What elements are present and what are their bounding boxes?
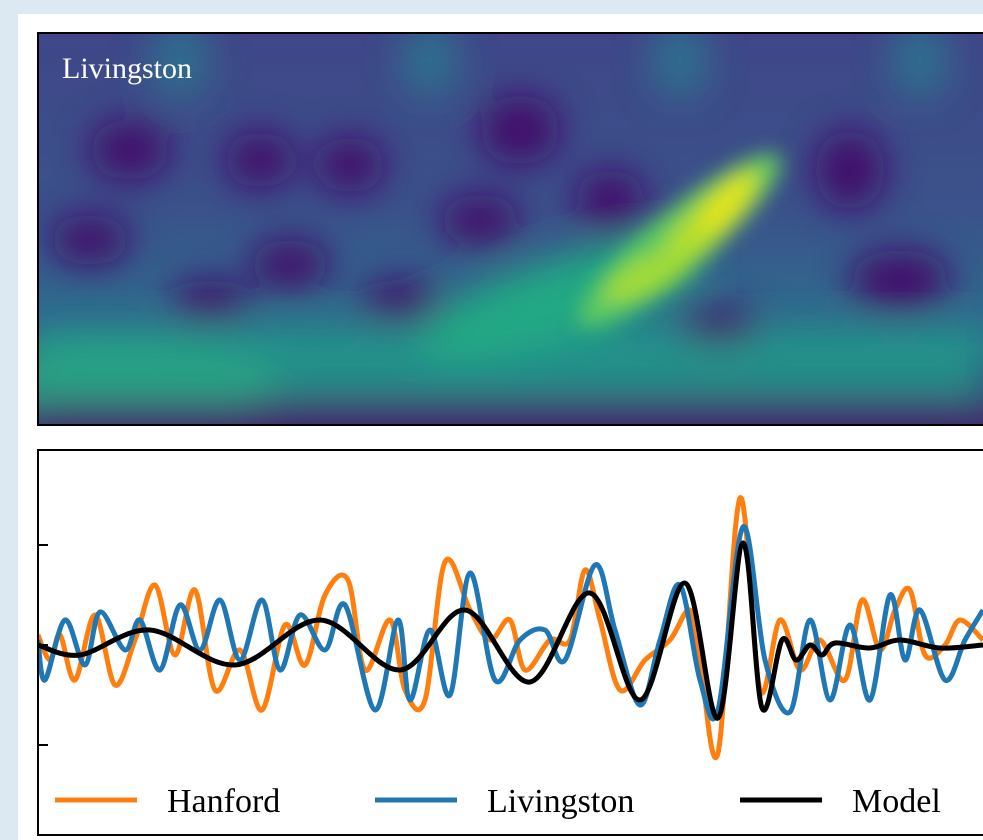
legend-label: Model	[852, 783, 941, 820]
spectrogram-chirp	[578, 153, 782, 327]
strain-plot	[38, 495, 983, 760]
bottom-axes-frame	[37, 449, 983, 836]
panel-annotation: Livingston	[62, 52, 192, 85]
legend-label: Hanford	[167, 783, 280, 820]
y-ticks	[38, 544, 48, 746]
series-line	[38, 524, 983, 722]
spectrogram	[38, 33, 983, 425]
legend: Hanford Livingston Model	[55, 783, 941, 820]
series-line	[38, 540, 983, 721]
legend-label: Livingston	[487, 783, 634, 820]
top-axes-frame	[37, 32, 983, 426]
